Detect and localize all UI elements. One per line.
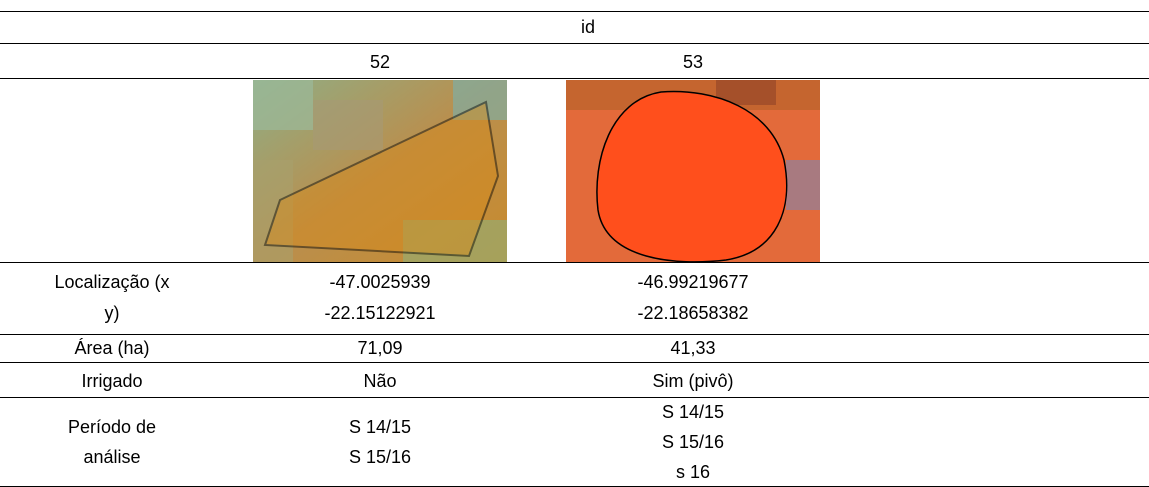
season: S 15/16	[348, 447, 412, 467]
season: s 16	[675, 462, 711, 482]
rule	[0, 43, 1149, 44]
coord: -22.18658382	[637, 303, 749, 323]
season: S 14/15	[661, 402, 725, 422]
rule	[0, 262, 1149, 263]
coord: -46.99219677	[637, 272, 749, 292]
season: S 14/15	[348, 417, 412, 437]
rule	[0, 334, 1149, 335]
rule	[0, 11, 1149, 12]
header-title: id	[580, 17, 596, 37]
cell: Sim (pivô)	[652, 371, 734, 391]
cell: 41,33	[670, 338, 716, 358]
column-id: 53	[682, 52, 704, 72]
cell: S 14/15 S 15/16	[349, 398, 411, 486]
row-label: Área (ha)	[74, 338, 150, 358]
label-line: Período de	[67, 417, 157, 437]
cell: S 14/15 S 15/16 s 16	[662, 398, 724, 486]
label-line: Localização (x	[54, 272, 170, 292]
row-label: Período de análise	[68, 398, 156, 486]
rule	[0, 362, 1149, 363]
cell: 71,09	[357, 338, 403, 358]
image-53	[566, 80, 820, 262]
label-line: análise	[83, 447, 141, 467]
row-label: Localização (x y)	[54, 262, 169, 334]
row-label: Irrigado	[81, 371, 143, 391]
image-52	[253, 80, 507, 262]
label-line: y)	[104, 303, 120, 323]
coord: -47.0025939	[329, 272, 431, 292]
column-id: 52	[369, 52, 391, 72]
coord: -22.15122921	[324, 303, 436, 323]
cell: -47.0025939 -22.15122921	[324, 262, 435, 334]
cell: -46.99219677 -22.18658382	[637, 262, 748, 334]
rule	[0, 78, 1149, 79]
season: S 15/16	[661, 432, 725, 452]
cell: Não	[363, 371, 397, 391]
rule	[0, 397, 1149, 398]
